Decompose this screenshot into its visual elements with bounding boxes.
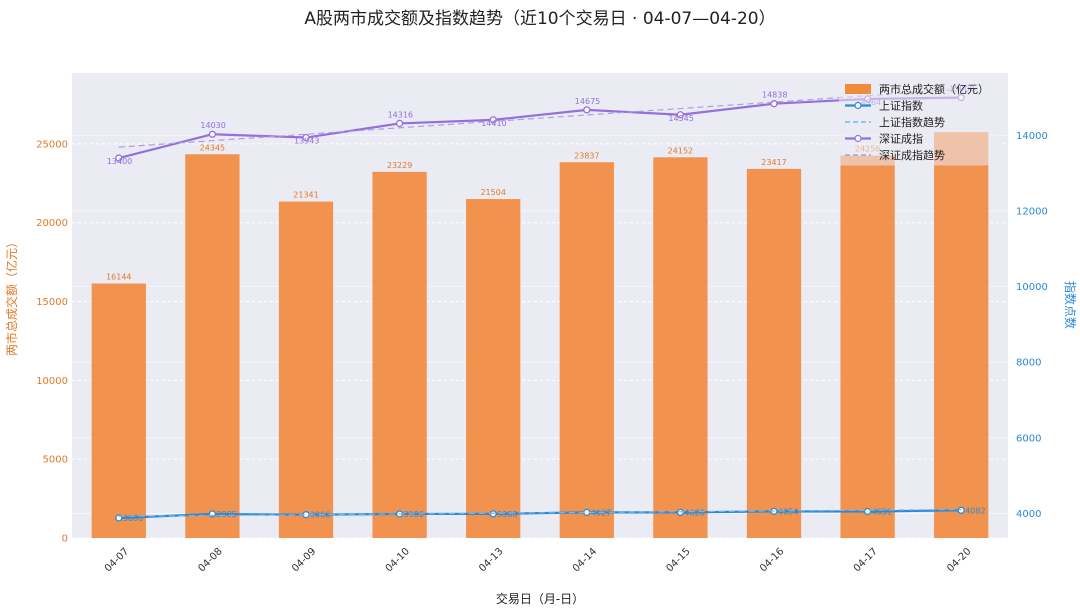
y-axis-right-label: 指数点数 (1063, 281, 1078, 329)
legend-label: 深证成指 (879, 132, 923, 146)
x-tick-label: 04-14 (571, 546, 599, 574)
legend-swatch-bar (845, 84, 871, 94)
bar-04-13 (466, 199, 521, 539)
series-line-3 (118, 96, 962, 160)
legend-swatch-marker (854, 101, 862, 110)
x-tick-label: 04-17 (852, 546, 880, 574)
line-data-label: 14545 (668, 114, 693, 123)
line-point (676, 508, 685, 517)
y-left-tick-label: 5000 (43, 455, 68, 466)
y-left-tick-label: 25000 (36, 139, 68, 150)
line-data-label: 4082 (965, 506, 985, 515)
line-data-label: 3985 (216, 510, 236, 519)
bar-04-08 (185, 154, 240, 538)
bar-data-label: 21504 (480, 188, 505, 197)
line-data-label: 4051 (872, 507, 892, 516)
y-right-tick-label: 6000 (1016, 433, 1041, 444)
y-right-tick-label: 8000 (1016, 358, 1041, 369)
line-data-label: 3988 (497, 510, 517, 519)
y-left-tick-label: 0 (62, 534, 68, 545)
line-point (770, 100, 778, 108)
x-tick-label: 04-20 (945, 546, 973, 574)
line-point (302, 133, 310, 142)
bar-series: 16144 24345 21341 23229 21504 23837 24152 23417… (91, 132, 989, 539)
y-left-tick-label: 10000 (36, 376, 68, 387)
x-tick-label: 04-10 (384, 546, 412, 574)
bar-data-label: 16144 (106, 273, 131, 282)
series-line-2 (118, 508, 962, 517)
bar-data-label: 23229 (387, 161, 412, 170)
bar-04-09 (278, 201, 334, 538)
y-right-tick-label: 12000 (1016, 206, 1048, 217)
line-point (583, 106, 591, 114)
line-point (957, 506, 965, 514)
legend-swatch-marker (854, 134, 862, 143)
legend-label: 两市总成交额（亿元） (879, 82, 989, 96)
bar-data-label: 23417 (761, 158, 786, 167)
line-data-label: 14030 (200, 121, 225, 130)
line-data-label: 3880 (123, 514, 143, 523)
bar-04-15 (653, 157, 708, 538)
y-right-tick-label: 10000 (1016, 282, 1048, 293)
legend-label: 深证成指趋势 (879, 148, 945, 162)
line-data-label: 14838 (762, 91, 787, 100)
line-series: 3880 3985 3966 3986 3988 4027 4028 4054 4051 4082… (107, 85, 986, 523)
line-data-label: 13943 (294, 137, 319, 146)
bar-data-label: 24345 (200, 143, 225, 152)
line-data-label: 14316 (388, 110, 413, 119)
bar-data-label: 23837 (574, 151, 599, 160)
bar-04-14 (559, 162, 614, 539)
bar-04-07 (91, 283, 146, 538)
y-left-tick-label: 15000 (36, 297, 68, 308)
y-right-tick-label: 4000 (1016, 509, 1041, 520)
line-point (863, 507, 872, 516)
y-right-tick-label: 14000 (1016, 131, 1048, 142)
x-axis-label: 交易日（月-日） (496, 591, 584, 606)
bar-04-20 (934, 132, 989, 538)
line-data-label: 14410 (481, 119, 506, 128)
line-point (489, 510, 497, 518)
bar-04-17 (840, 155, 895, 538)
x-tick-label: 04-09 (290, 546, 318, 574)
x-tick-label: 04-13 (477, 546, 505, 574)
y-axis-left-label: 两市总成交额（亿元） (4, 236, 19, 356)
x-tick-label: 04-16 (758, 546, 786, 574)
chart-title: A股两市成交额及指数趋势（近10个交易日 · 04-07—04-20） (304, 9, 775, 29)
line-point (395, 119, 404, 128)
line-data-label: 4054 (778, 507, 798, 516)
line-data-label: 13400 (107, 157, 132, 166)
bar-04-16 (746, 168, 802, 538)
bar-data-label: 21341 (293, 191, 318, 200)
line-point (676, 111, 685, 119)
series-line-4 (118, 88, 962, 148)
line-point (115, 154, 123, 162)
line-data-label: 14675 (575, 97, 600, 106)
y-left-tick-label: 20000 (36, 218, 68, 229)
legend-label: 上证指数趋势 (879, 115, 945, 129)
x-tick-label: 04-15 (664, 546, 692, 574)
legend-label: 上证指数 (879, 99, 923, 113)
bar-04-10 (372, 171, 427, 538)
line-data-label: 4028 (684, 508, 704, 517)
bar-data-label: 24152 (668, 146, 693, 155)
line-point (208, 130, 217, 138)
x-tick-label: 04-08 (196, 546, 224, 574)
x-tick-label: 04-07 (103, 546, 131, 574)
